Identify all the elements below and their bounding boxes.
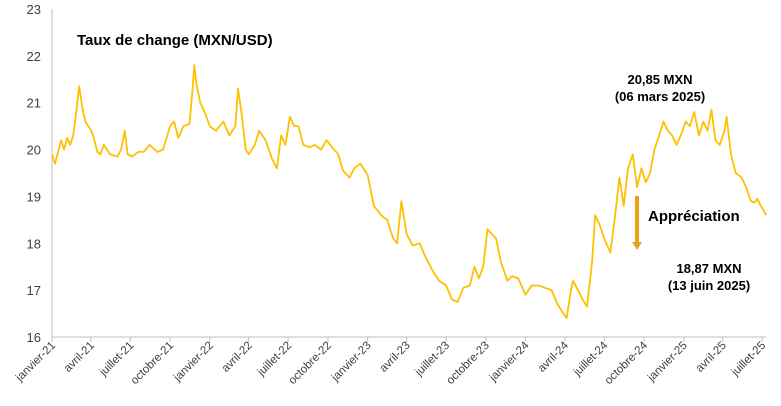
annotation-appreciation: Appréciation (648, 208, 740, 225)
arrow-shaft (635, 196, 639, 243)
y-tick-label: 16 (27, 330, 41, 345)
y-tick-label: 23 (27, 2, 41, 17)
y-tick-label: 17 (27, 283, 41, 298)
series-line (51, 64, 767, 320)
appreciation-arrow (632, 196, 642, 250)
y-axis: 16 17 18 19 20 21 22 23 (27, 2, 53, 345)
annotation-peak-value: 20,85 MXN (627, 72, 692, 87)
annotation-peak-date: (06 mars 2025) (615, 89, 705, 104)
series-layer (51, 64, 767, 320)
annotation-low-value: 18,87 MXN (676, 261, 741, 276)
y-tick-label: 21 (27, 96, 41, 111)
y-tick-label: 19 (27, 189, 41, 204)
y-tick-label: 20 (27, 143, 41, 158)
y-tick-label: 22 (27, 49, 41, 64)
arrow-head (632, 242, 642, 250)
chart-title: Taux de change (MXN/USD) (77, 32, 273, 49)
annotation-low-date: (13 juin 2025) (668, 278, 750, 293)
y-tick-label: 18 (27, 236, 41, 251)
